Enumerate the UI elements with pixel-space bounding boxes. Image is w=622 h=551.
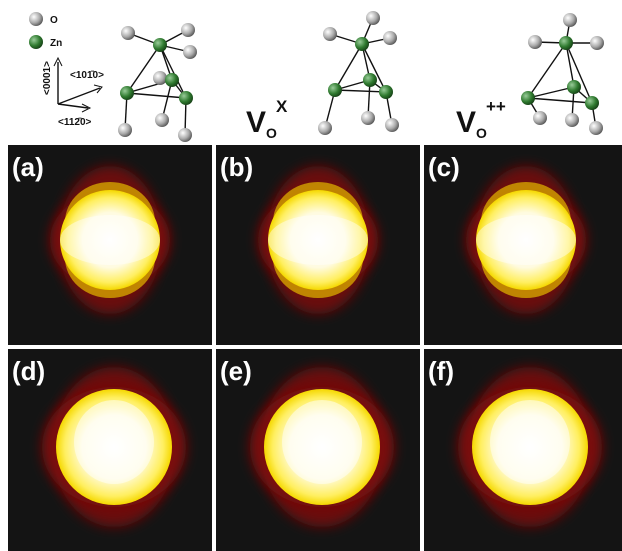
panel: (b) <box>216 145 420 345</box>
panel-label: (e) <box>220 356 252 386</box>
panel: (e) <box>216 349 420 551</box>
panel-label: (a) <box>12 152 44 182</box>
panel-label: (f) <box>428 356 454 386</box>
zn-atom-icon <box>29 35 43 49</box>
structure-label-sup: X <box>276 97 288 116</box>
structure <box>318 11 399 135</box>
structure-label-sub: O <box>476 125 487 141</box>
structure <box>118 23 197 142</box>
axes-icon <box>54 58 102 112</box>
panel: (f) <box>424 349 622 551</box>
panel-label: (b) <box>220 152 253 182</box>
structure-label: V <box>246 106 266 139</box>
panel: (d) <box>8 349 212 551</box>
axis-label: <112̄0> <box>58 117 92 128</box>
panel-label: (d) <box>12 356 45 386</box>
o-atom-icon <box>29 12 43 26</box>
structure-label-sup: ++ <box>486 97 506 116</box>
panel: (c) <box>424 145 622 345</box>
panel: (a) <box>8 145 212 345</box>
panel-label: (c) <box>428 152 460 182</box>
legend-label: Zn <box>50 38 62 49</box>
structure-label-sub: O <box>266 125 277 141</box>
structure <box>521 13 604 135</box>
panel-grid: (a) (b) (c) (d) (e) (f) <box>8 145 622 551</box>
axis-label: <0001> <box>42 61 53 95</box>
figure: O Zn <0001> <101̄0> <112̄0> <box>0 0 622 551</box>
axis-label: <101̄0> <box>70 70 104 81</box>
legend-label: O <box>50 15 58 26</box>
structure-label: V <box>456 106 476 139</box>
